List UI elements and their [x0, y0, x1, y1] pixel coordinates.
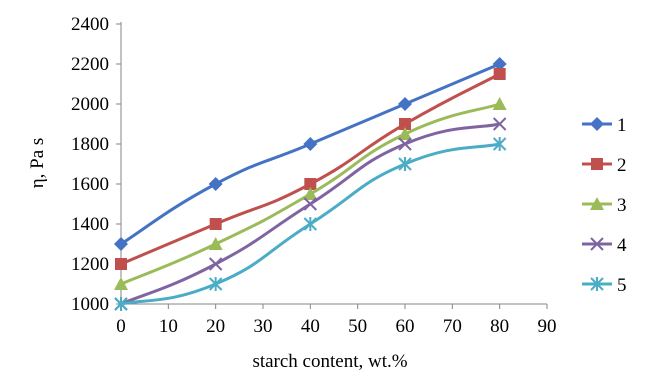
axes: 1000 1200 1400 1600 1800 2000 2200 2400 0 10 20 30 4… — [71, 14, 557, 337]
x-tick-label: 10 — [159, 316, 178, 337]
x-tick-label: 0 — [116, 316, 126, 337]
y-tick-label: 1800 — [71, 134, 109, 155]
marker-stroke — [492, 117, 507, 131]
x-axis-title: starch content, wt.% — [252, 351, 407, 372]
data-point — [209, 218, 222, 230]
data-point — [208, 237, 223, 250]
data-point — [114, 237, 128, 251]
data-point — [208, 257, 223, 271]
data-point — [208, 177, 223, 191]
y-tick-label: 2400 — [71, 14, 109, 35]
legend-marker — [590, 277, 604, 291]
legend-label: 4 — [617, 235, 627, 256]
x-tick-label: 80 — [490, 316, 509, 337]
x-tick-label: 70 — [443, 316, 462, 337]
data-point — [114, 297, 128, 311]
series-5 — [114, 137, 507, 311]
legend-label: 2 — [617, 155, 627, 176]
data-point — [114, 277, 128, 290]
legend-label: 3 — [617, 195, 627, 216]
y-tick-label: 1000 — [71, 294, 109, 315]
marker-stroke — [303, 197, 318, 211]
data-point — [399, 118, 411, 130]
legend: 1 2 3 4 5 — [582, 115, 627, 296]
data-point — [492, 137, 507, 151]
x-tick-label: 20 — [206, 316, 225, 337]
y-tick-label: 1600 — [71, 174, 109, 195]
data-point — [398, 157, 412, 171]
legend-item-2: 2 — [582, 155, 627, 176]
legend-item-4: 4 — [582, 235, 627, 256]
legend-label: 1 — [617, 115, 627, 136]
marker-stroke — [398, 137, 412, 151]
data-point — [492, 97, 507, 110]
series-3 — [114, 97, 507, 290]
data-point — [303, 217, 318, 231]
data-point — [493, 68, 506, 80]
x-tick-label: 50 — [348, 316, 367, 337]
x-tick-label: 30 — [254, 316, 273, 337]
y-axis-title: η, Pa s — [27, 138, 48, 189]
data-point — [398, 127, 412, 140]
data-point — [492, 117, 507, 131]
series-1 — [114, 57, 507, 251]
legend-marker — [590, 117, 604, 131]
legend-item-5: 5 — [582, 275, 627, 296]
marker-stroke — [590, 237, 604, 251]
data-point — [115, 258, 127, 270]
data-point — [303, 197, 318, 211]
legend-marker — [591, 158, 603, 170]
legend-item-3: 3 — [582, 195, 627, 216]
data-point — [303, 137, 318, 151]
data-point — [492, 57, 507, 71]
y-tick-label: 2000 — [71, 94, 109, 115]
series-layer — [114, 57, 507, 311]
data-point — [398, 137, 412, 151]
legend-marker — [590, 237, 604, 251]
y-tick-label: 1400 — [71, 214, 109, 235]
legend-item-1: 1 — [582, 115, 627, 136]
y-tick-label: 1200 — [71, 254, 109, 275]
legend-marker — [590, 197, 604, 210]
x-tick-label: 60 — [396, 316, 415, 337]
data-point — [208, 277, 223, 291]
x-tick-label: 40 — [301, 316, 320, 337]
data-point — [303, 187, 318, 200]
x-tick-label: 90 — [538, 316, 557, 337]
series-2 — [115, 68, 506, 270]
y-tick-label: 2200 — [71, 54, 109, 75]
data-point — [304, 178, 317, 190]
data-point — [398, 97, 412, 111]
marker-stroke — [208, 257, 223, 271]
legend-label: 5 — [617, 275, 627, 296]
series-line — [120, 72, 501, 266]
